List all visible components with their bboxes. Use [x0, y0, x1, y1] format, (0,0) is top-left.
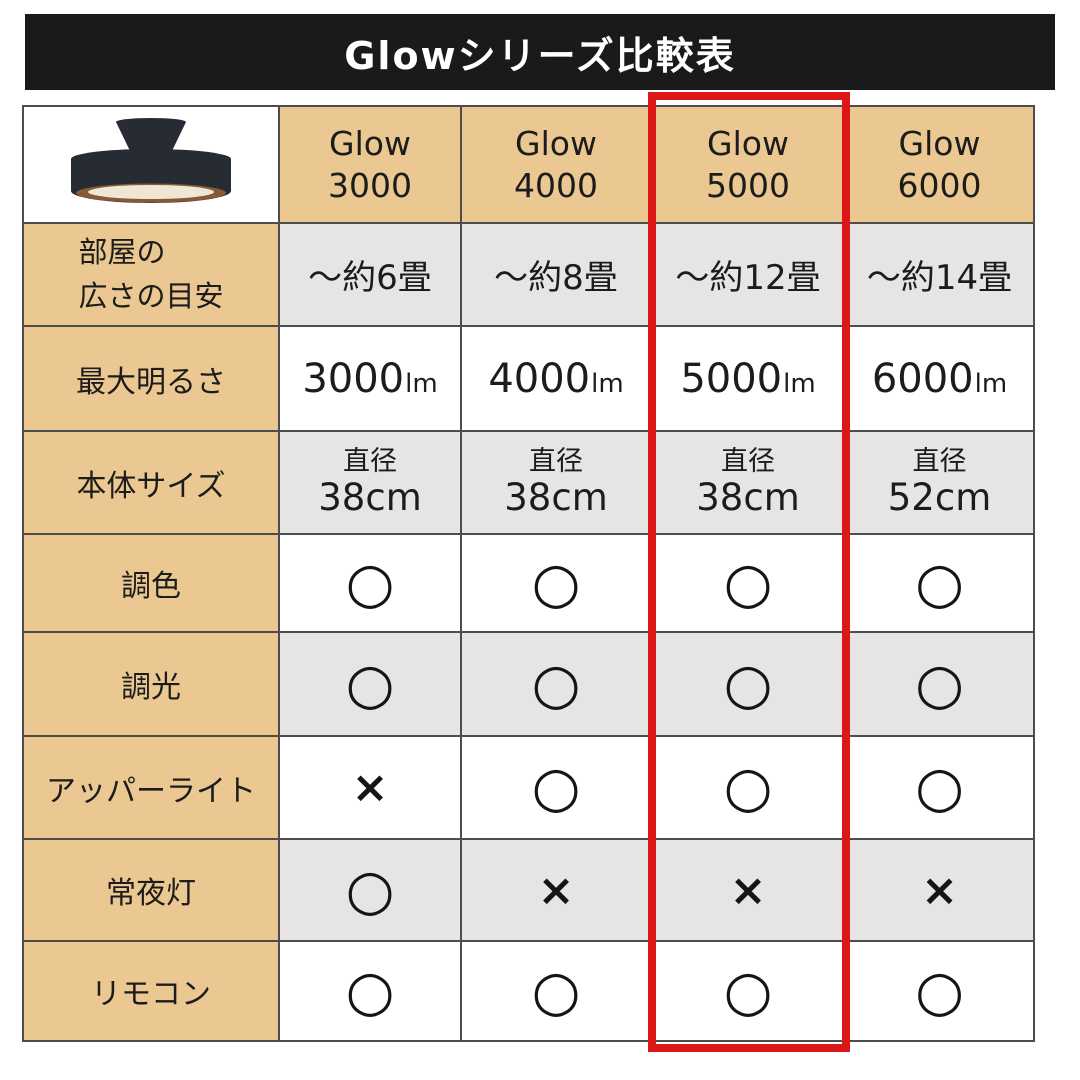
brightness-value-glow-4000: 4000 lm	[462, 327, 652, 432]
brightness-number: 3000	[302, 355, 405, 402]
diameter-value: 38cm	[504, 475, 608, 519]
diameter-value: 38cm	[318, 475, 422, 519]
night-light-mark-glow-3000: ○	[280, 840, 462, 942]
room-size-value-glow-6000: ～約14畳	[846, 224, 1035, 327]
brightness-unit: lm	[405, 368, 438, 399]
row-label-room-size: 部屋の 広さの目安	[24, 224, 280, 327]
brightness-value-glow-3000: 3000 lm	[280, 327, 462, 432]
color-tuning-mark-glow-6000: ○	[846, 535, 1035, 633]
night-light-mark-glow-6000: ×	[846, 840, 1035, 942]
diameter-label: 直径	[912, 445, 967, 477]
color-tuning-mark-glow-3000: ○	[280, 535, 462, 633]
row-label-remote-control: リモコン	[24, 942, 280, 1042]
title-banner: Glowシリーズ比較表	[25, 14, 1055, 90]
comparison-table: Glow 3000 Glow 4000 Glow 5000 Glow 6000 …	[22, 105, 1035, 1042]
dimming-mark-glow-5000: ○	[652, 633, 846, 737]
row-label-upper-light: アッパーライト	[24, 737, 280, 840]
row-label-night-light: 常夜灯	[24, 840, 280, 942]
page-title: Glowシリーズ比較表	[344, 33, 736, 78]
brightness-number: 5000	[680, 355, 783, 402]
diameter-value: 52cm	[887, 475, 992, 519]
brightness-number: 4000	[488, 355, 591, 402]
room-size-value-glow-5000: ～約12畳	[652, 224, 846, 327]
body-size-value-glow-5000: 直径 38cm	[652, 432, 846, 535]
column-header-glow-6000: Glow 6000	[846, 107, 1035, 224]
color-tuning-mark-glow-4000: ○	[462, 535, 652, 633]
column-header-glow-3000: Glow 3000	[280, 107, 462, 224]
remote-control-mark-glow-5000: ○	[652, 942, 846, 1042]
dimming-mark-glow-6000: ○	[846, 633, 1035, 737]
ceiling-lamp-image	[71, 118, 231, 203]
body-size-value-glow-6000: 直径 52cm	[846, 432, 1035, 535]
dimming-mark-glow-3000: ○	[280, 633, 462, 737]
remote-control-mark-glow-4000: ○	[462, 942, 652, 1042]
column-header-glow-5000: Glow 5000	[652, 107, 846, 224]
body-size-value-glow-3000: 直径 38cm	[280, 432, 462, 535]
row-label-room-size-text: 部屋の 広さの目安	[78, 235, 224, 313]
diameter-value: 38cm	[696, 475, 800, 519]
remote-control-mark-glow-3000: ○	[280, 942, 462, 1042]
diameter-label: 直径	[343, 445, 397, 477]
row-label-body-size: 本体サイズ	[24, 432, 280, 535]
brightness-unit: lm	[783, 368, 816, 399]
remote-control-mark-glow-6000: ○	[846, 942, 1035, 1042]
body-size-value-glow-4000: 直径 38cm	[462, 432, 652, 535]
brightness-value-glow-6000: 6000 lm	[846, 327, 1035, 432]
row-label-color-tuning: 調色	[24, 535, 280, 633]
brightness-value-glow-5000: 5000 lm	[652, 327, 846, 432]
upper-light-mark-glow-4000: ○	[462, 737, 652, 840]
diameter-label: 直径	[721, 445, 775, 477]
night-light-mark-glow-5000: ×	[652, 840, 846, 942]
product-image-cell	[24, 107, 280, 224]
upper-light-mark-glow-3000: ×	[280, 737, 462, 840]
room-size-value-glow-3000: ～約6畳	[280, 224, 462, 327]
dimming-mark-glow-4000: ○	[462, 633, 652, 737]
brightness-number: 6000	[871, 355, 974, 402]
brightness-unit: lm	[974, 368, 1008, 399]
upper-light-mark-glow-5000: ○	[652, 737, 846, 840]
brightness-unit: lm	[591, 368, 624, 399]
night-light-mark-glow-4000: ×	[462, 840, 652, 942]
diameter-label: 直径	[529, 445, 583, 477]
column-header-glow-4000: Glow 4000	[462, 107, 652, 224]
row-label-dimming: 調光	[24, 633, 280, 737]
upper-light-mark-glow-6000: ○	[846, 737, 1035, 840]
color-tuning-mark-glow-5000: ○	[652, 535, 846, 633]
room-size-value-glow-4000: ～約8畳	[462, 224, 652, 327]
row-label-brightness: 最大明るさ	[24, 327, 280, 432]
